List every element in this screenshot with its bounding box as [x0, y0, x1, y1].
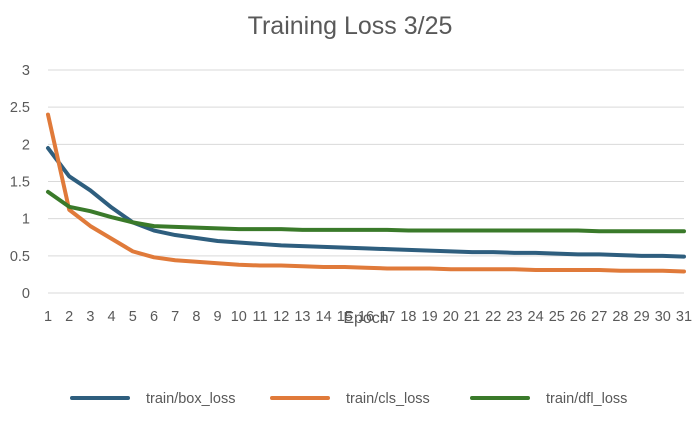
x-tick-label: 18	[400, 309, 416, 325]
x-tick-label: 8	[192, 309, 200, 325]
x-tick-label: 19	[422, 309, 438, 325]
x-tick-label: 13	[294, 309, 310, 325]
x-tick-label: 6	[150, 309, 158, 325]
y-tick-label: 2	[22, 137, 30, 153]
x-tick-label: 11	[252, 309, 267, 325]
x-tick-label: 29	[634, 309, 650, 325]
x-tick-label: 9	[214, 309, 222, 325]
x-tick-label: 26	[570, 309, 586, 325]
y-tick-label: 1	[22, 212, 30, 228]
x-tick-label: 14	[316, 309, 332, 325]
x-tick-label: 10	[231, 309, 247, 325]
chart-title: Training Loss 3/25	[247, 12, 453, 40]
x-tick-label: 25	[549, 309, 565, 325]
x-tick-label: 15	[337, 309, 353, 325]
x-axis-title: Epoch	[343, 310, 388, 327]
legend-label: train/dfl_loss	[546, 391, 627, 407]
x-tick-label: 2	[65, 309, 73, 325]
x-tick-label: 27	[591, 309, 607, 325]
gridlines	[48, 69, 684, 294]
y-tick-label: 3	[22, 63, 30, 79]
series-line-train-box-loss	[46, 146, 686, 259]
series-line-train-cls-loss	[46, 112, 686, 274]
series-lines	[46, 112, 686, 274]
y-tick-label: 2.5	[10, 100, 30, 116]
legend: train/box_loss train/cls_loss train/dfl_lo…	[70, 391, 627, 407]
y-tick-label: 1.5	[10, 175, 30, 191]
x-tick-label: 12	[273, 309, 289, 325]
x-axis-ticks: 1 2 3 4 5 6 7 8 9 10 11 12 13 14 15 16 17 18 19 20 21 22 23 24 2…	[44, 309, 692, 325]
x-tick-label: 30	[655, 309, 671, 325]
x-tick-label: 17	[379, 309, 395, 325]
x-tick-label: 3	[86, 309, 94, 325]
x-tick-label: 24	[528, 309, 544, 325]
x-tick-label: 7	[171, 309, 179, 325]
x-tick-label: 5	[129, 309, 137, 325]
x-tick-label: 23	[506, 309, 522, 325]
series-line-train-dfl-loss	[46, 189, 686, 234]
legend-label: train/cls_loss	[346, 391, 430, 407]
y-tick-label: 0	[22, 286, 30, 302]
x-tick-label: 28	[612, 309, 628, 325]
x-tick-label: 22	[485, 309, 501, 325]
y-tick-label: 0.5	[10, 249, 30, 265]
y-axis-ticks: 0 0.5 1 1.5 2 2.5 3	[10, 63, 30, 302]
x-tick-label: 4	[108, 309, 116, 325]
x-tick-label: 1	[44, 309, 52, 325]
x-tick-label: 21	[464, 309, 480, 325]
x-tick-label: 16	[358, 309, 374, 325]
legend-label: train/box_loss	[146, 391, 235, 407]
x-tick-label: 20	[443, 309, 459, 325]
x-tick-label: 31	[676, 309, 692, 325]
